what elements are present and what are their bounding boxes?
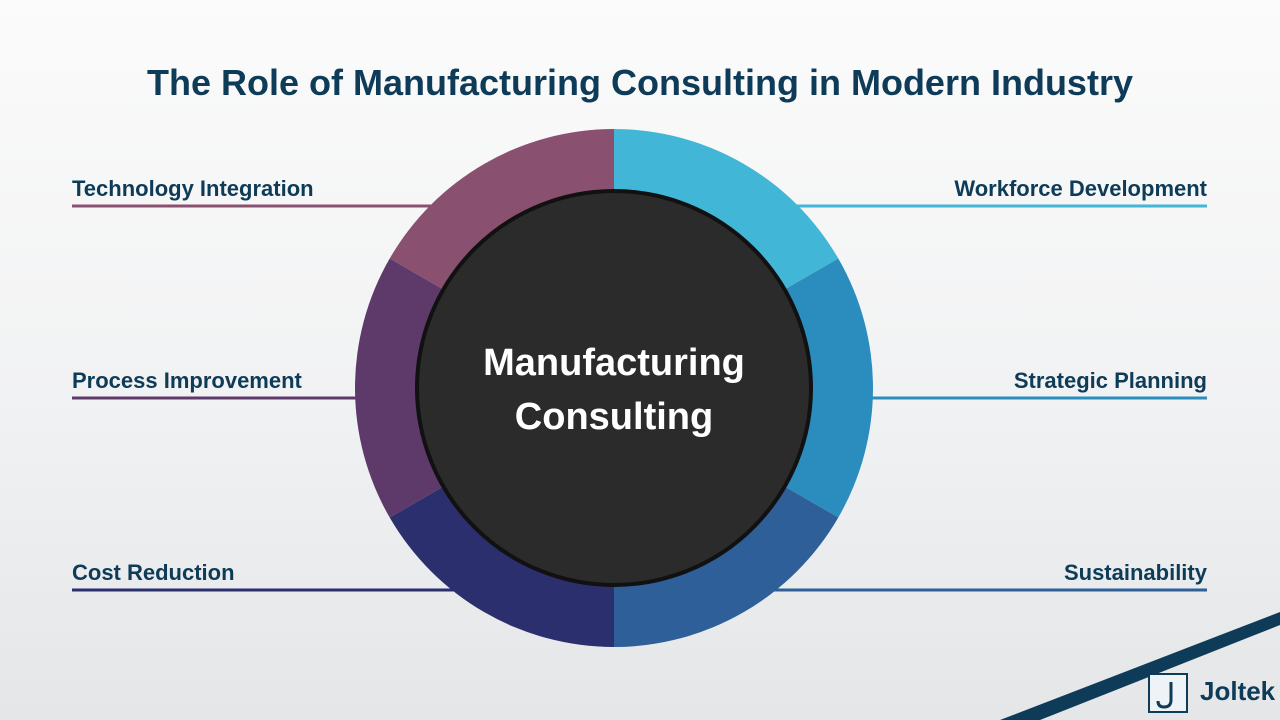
item-label: Technology Integration	[72, 176, 314, 201]
center-circle	[415, 189, 813, 587]
logo-stripe	[1000, 612, 1280, 720]
logo-text: Joltek	[1200, 676, 1276, 706]
ring-segment	[389, 129, 614, 293]
ring-segment	[389, 483, 614, 647]
logo-icon	[1156, 682, 1173, 709]
title: The Role of Manufacturing Consulting in …	[147, 62, 1133, 103]
ring-segment	[614, 129, 839, 293]
center-label: Manufacturing Consulting	[483, 342, 745, 438]
logo-box	[1148, 673, 1188, 713]
item-label: Strategic Planning	[1013, 368, 1207, 393]
item-label: Cost Reduction	[72, 560, 235, 585]
item-label: Sustainability	[1063, 560, 1207, 585]
item-label: Workforce Development	[954, 176, 1207, 201]
item-label: Process Improvement	[72, 368, 302, 393]
ring-segment	[614, 483, 839, 647]
